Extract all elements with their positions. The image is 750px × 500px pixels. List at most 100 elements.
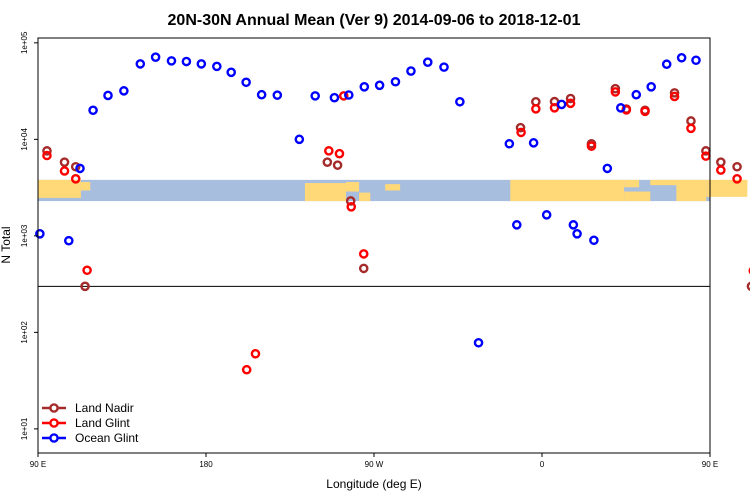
ocean-glint-point bbox=[150, 52, 161, 62]
ocean-glint-point bbox=[589, 235, 599, 246]
ocean-glint-point bbox=[455, 96, 465, 107]
ocean-glint-point bbox=[88, 105, 98, 116]
ocean-glint-point bbox=[75, 163, 85, 174]
land-glint-point bbox=[358, 249, 369, 259]
ocean-glint-point bbox=[359, 82, 370, 92]
ocean-glint-point bbox=[329, 92, 340, 103]
land-glint-legend-label: Land Glint bbox=[75, 416, 130, 430]
map-land bbox=[719, 179, 748, 188]
ocean-glint-point bbox=[256, 89, 267, 100]
map-land bbox=[304, 183, 346, 202]
map-land bbox=[359, 192, 371, 202]
ocean-glint-point bbox=[646, 82, 657, 92]
land-nadir-legend-marker bbox=[49, 403, 59, 413]
ocean-glint-point bbox=[661, 59, 672, 70]
ocean-glint-point bbox=[196, 59, 207, 69]
land-glint-point bbox=[549, 103, 560, 113]
map-land bbox=[510, 179, 625, 202]
x-tick-label: 180 bbox=[199, 460, 213, 469]
land-glint-point bbox=[82, 265, 92, 276]
ocean-glint-point bbox=[294, 134, 305, 145]
ocean-glint-point bbox=[615, 103, 626, 113]
ocean-glint-point bbox=[422, 57, 433, 67]
land-nadir-point bbox=[358, 263, 369, 274]
land-nadir-point bbox=[746, 281, 750, 291]
x-tick-label: 0 bbox=[540, 460, 545, 469]
land-nadir-point bbox=[701, 146, 711, 156]
ocean-glint-point bbox=[556, 99, 567, 110]
ocean-glint-point bbox=[212, 61, 222, 72]
land-glint-point bbox=[669, 91, 680, 102]
ocean-glint-point bbox=[541, 210, 552, 220]
land-glint-point bbox=[586, 141, 597, 151]
land-glint-point bbox=[565, 98, 576, 109]
land-glint-point bbox=[516, 127, 526, 138]
ocean-glint-point bbox=[528, 138, 539, 148]
land-nadir-legend-label: Land Nadir bbox=[75, 401, 134, 415]
land-nadir-point bbox=[515, 122, 526, 133]
ocean-glint-point bbox=[390, 76, 401, 87]
world-map-strip bbox=[38, 179, 748, 202]
ocean-glint-point bbox=[568, 220, 579, 230]
ocean-glint-point bbox=[181, 56, 192, 67]
ocean-glint-point bbox=[272, 90, 283, 100]
ocean-glint-point bbox=[35, 229, 45, 239]
land-glint-point bbox=[59, 166, 70, 176]
land-nadir-point bbox=[716, 157, 726, 167]
ocean-glint-point bbox=[572, 229, 582, 239]
ocean-glint-point bbox=[406, 66, 416, 76]
land-nadir-point bbox=[565, 93, 576, 104]
x-tick-label: 90 W bbox=[365, 460, 384, 469]
map-land bbox=[676, 179, 707, 202]
ocean-glint-point bbox=[103, 90, 113, 101]
ocean-glint-point bbox=[473, 337, 484, 348]
map-land bbox=[624, 179, 640, 188]
ocean-glint-point bbox=[602, 163, 613, 174]
ocean-glint-point bbox=[691, 55, 701, 66]
x-axis-label: Longitude (deg E) bbox=[326, 477, 421, 491]
ocean-glint-point bbox=[135, 59, 146, 69]
land-nadir-point bbox=[669, 88, 680, 98]
land-glint-point bbox=[334, 148, 345, 159]
land-nadir-point bbox=[610, 83, 621, 94]
y-tick-label: 1e+01 bbox=[20, 417, 29, 440]
map-land bbox=[385, 184, 401, 191]
land-glint-point bbox=[610, 87, 621, 97]
map-land bbox=[80, 181, 91, 191]
ocean-glint-point bbox=[631, 89, 642, 100]
land-glint-point bbox=[346, 201, 357, 212]
ocean-glint-point bbox=[310, 91, 321, 101]
land-nadir-point bbox=[59, 157, 70, 167]
chart-title: 20N-30N Annual Mean (Ver 9) 2014-09-06 t… bbox=[168, 12, 581, 29]
land-nadir-point bbox=[332, 160, 343, 170]
ocean-glint-point bbox=[374, 80, 385, 91]
land-glint-point bbox=[70, 174, 81, 184]
y-axis-label: N Total bbox=[0, 226, 13, 263]
land-nadir-point bbox=[322, 157, 333, 167]
land-nadir-point bbox=[42, 146, 52, 156]
map-land bbox=[38, 179, 81, 198]
ocean-glint-legend-label: Ocean Glint bbox=[75, 431, 139, 445]
land-glint-point bbox=[241, 364, 252, 375]
land-nadir-point bbox=[732, 161, 742, 172]
ocean-glint-point bbox=[512, 220, 522, 230]
y-tick-label: 1e+03 bbox=[20, 224, 29, 247]
ocean-glint-point bbox=[343, 90, 354, 100]
ocean-glint-point bbox=[226, 67, 236, 78]
ocean-glint-point bbox=[64, 235, 74, 246]
ocean-glint-legend-marker bbox=[49, 433, 59, 443]
ocean-glint-point bbox=[119, 86, 129, 96]
y-tick-label: 1e+02 bbox=[20, 321, 29, 344]
land-glint-point bbox=[686, 123, 696, 134]
ocean-glint-point bbox=[676, 52, 687, 63]
land-glint-legend-marker bbox=[49, 418, 59, 428]
land-nadir-point bbox=[345, 196, 356, 206]
x-tick-label: 90 E bbox=[702, 460, 718, 469]
land-nadir-point bbox=[80, 281, 90, 292]
map-land bbox=[650, 179, 681, 186]
land-glint-point bbox=[640, 106, 650, 117]
ocean-glint-point bbox=[439, 62, 449, 72]
land-glint-point bbox=[338, 91, 349, 101]
